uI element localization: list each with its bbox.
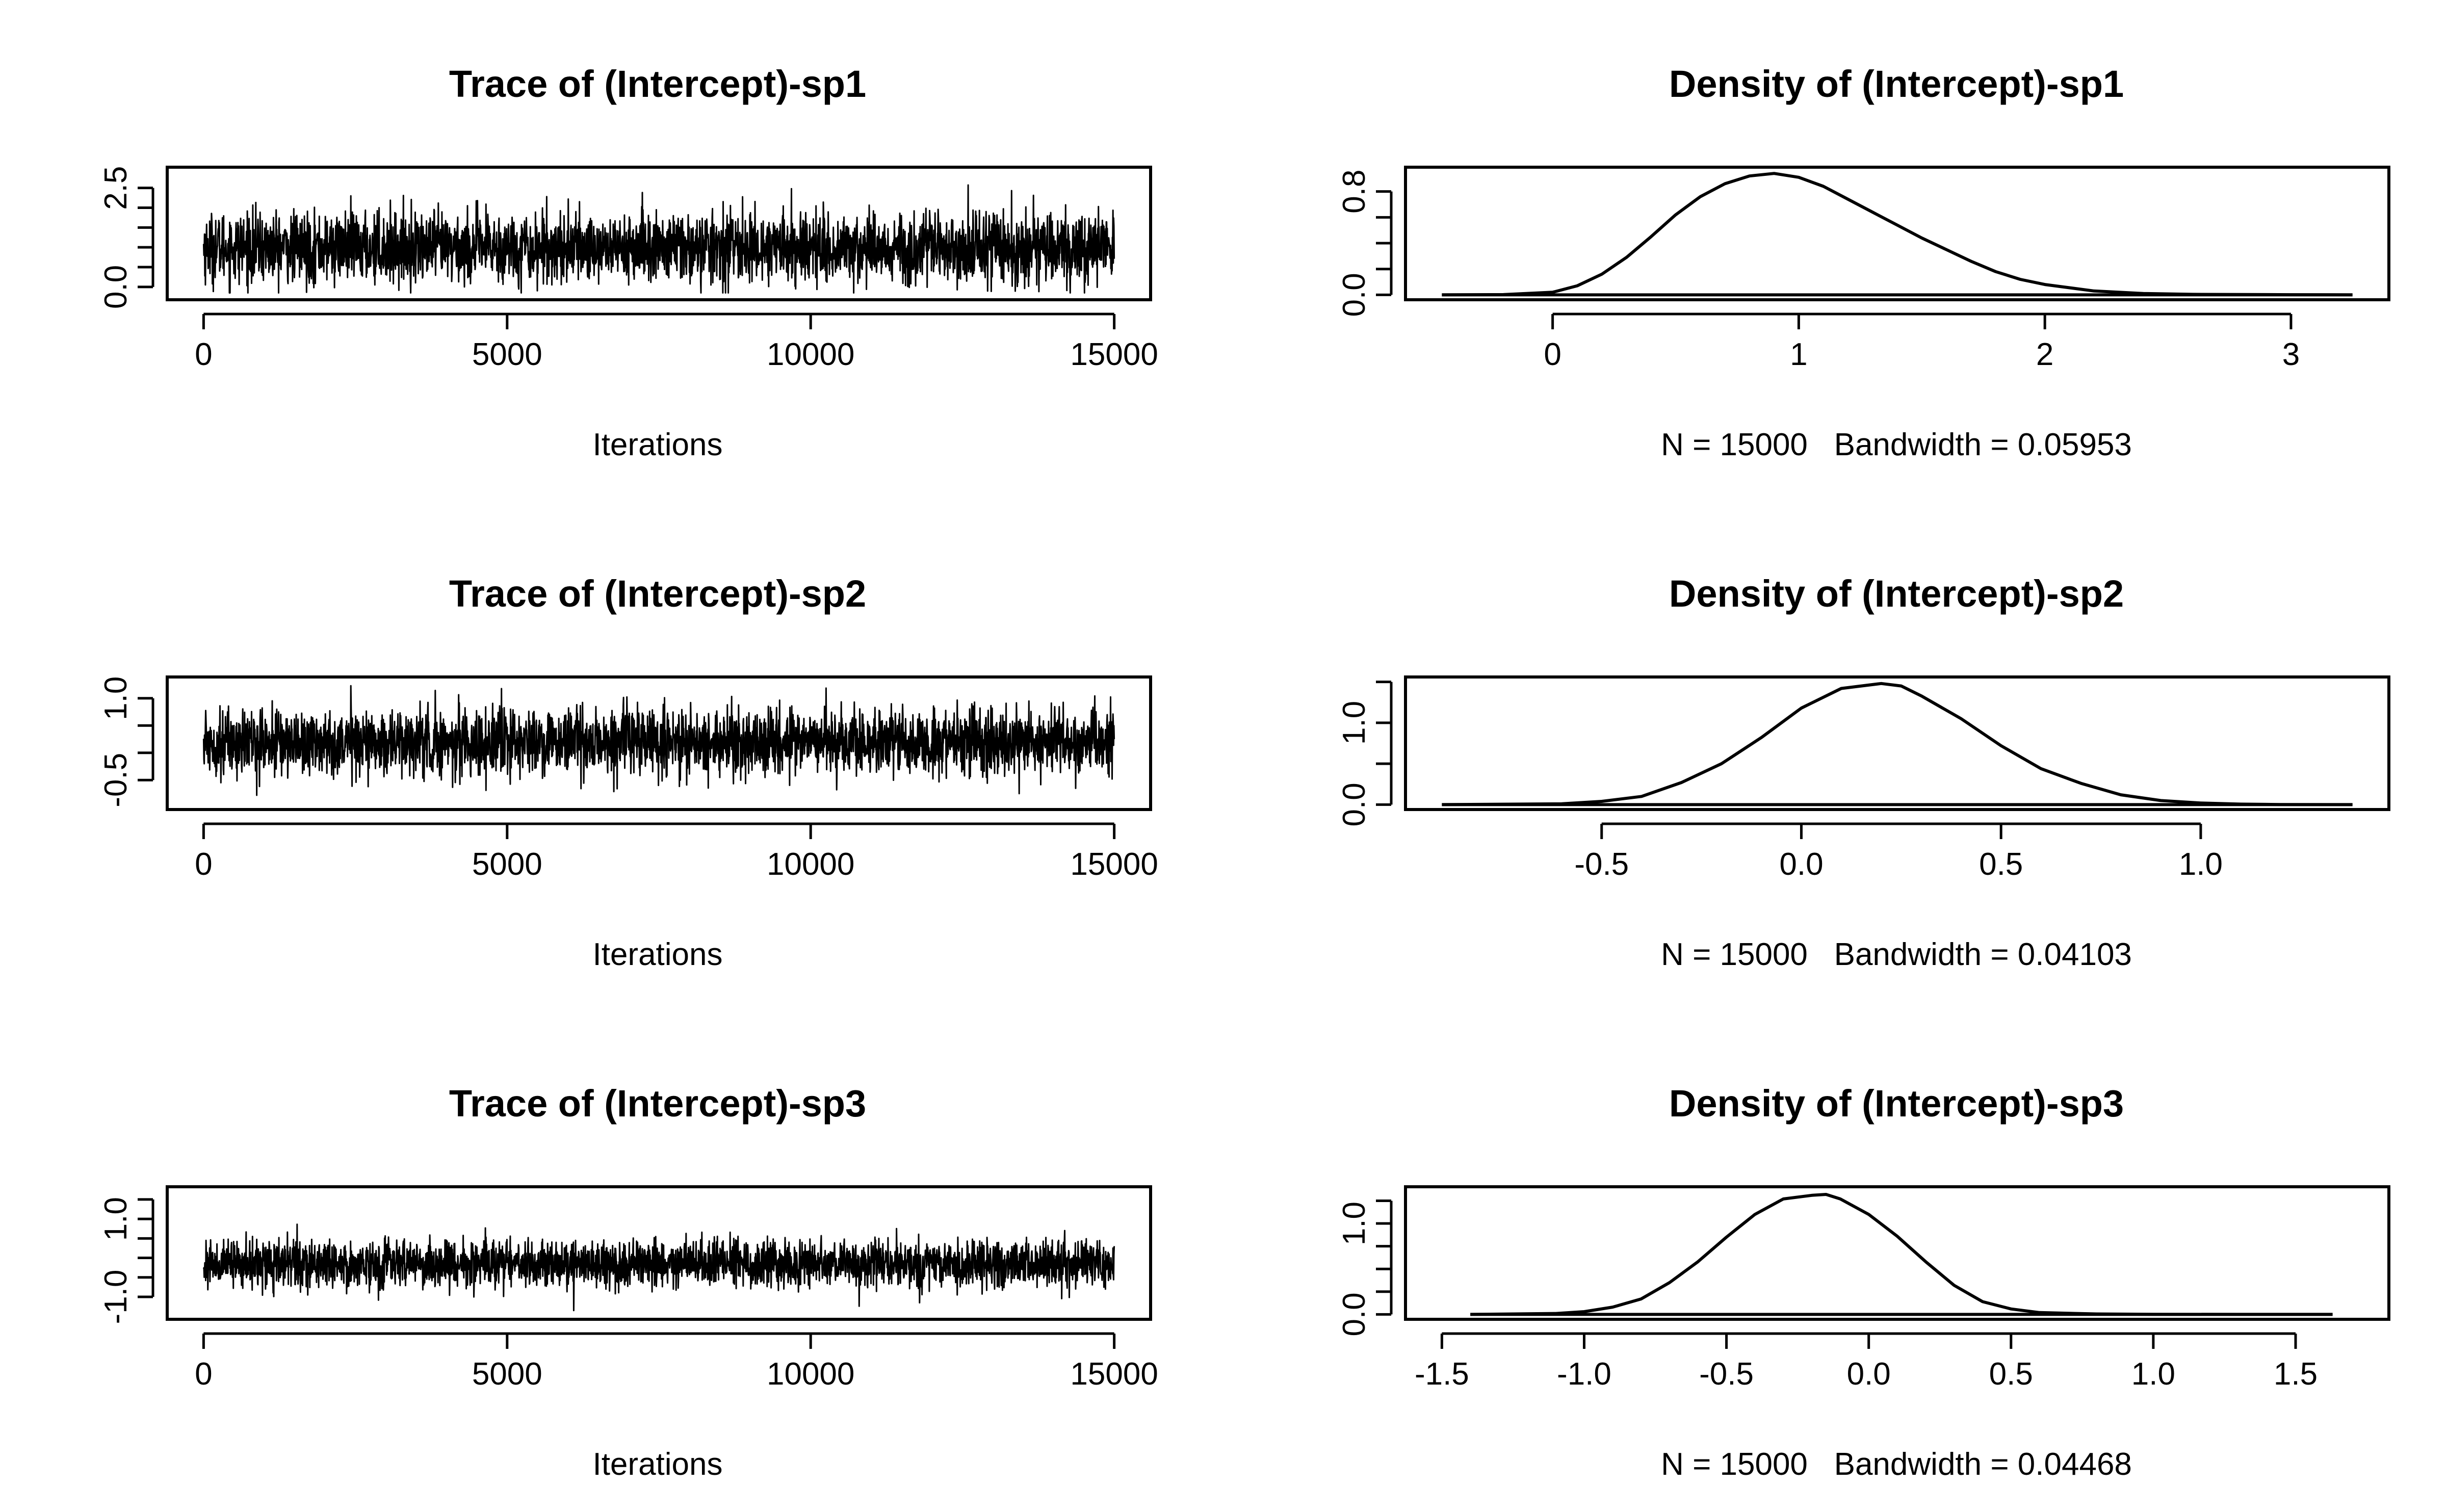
x-tick-label: 1.5 bbox=[2274, 1357, 2318, 1392]
trace-series bbox=[202, 685, 1115, 796]
x-tick-label: 0 bbox=[195, 337, 212, 372]
y-tick-label: 1.0 bbox=[1337, 701, 1372, 745]
plot-frame bbox=[166, 1185, 1152, 1321]
trace-series bbox=[202, 184, 1115, 294]
density-series bbox=[1470, 1193, 2333, 1316]
panel-title: Trace of (Intercept)-sp3 bbox=[449, 1082, 866, 1125]
density-curve bbox=[1470, 1193, 2333, 1316]
plot-frame bbox=[1404, 1185, 2390, 1321]
x-tick-label: 5000 bbox=[472, 1357, 542, 1392]
x-tick-label: 2 bbox=[2036, 337, 2053, 372]
x-axis-label: N = 15000 Bandwidth = 0.04468 bbox=[1661, 1447, 2132, 1482]
axis-ticks: 0 1 2 3 0.0 0.8 bbox=[1337, 170, 2300, 372]
y-tick-label: 0.8 bbox=[1337, 170, 1372, 214]
trace-panel-sp2: Trace of (Intercept)-sp2 0 5000 10000 15000… bbox=[98, 572, 1158, 972]
x-tick-label: -0.5 bbox=[1699, 1357, 1754, 1392]
x-tick-label: 1.0 bbox=[2179, 847, 2223, 882]
y-tick-label: 1.0 bbox=[98, 1197, 134, 1241]
x-axis-label: Iterations bbox=[592, 937, 722, 972]
x-tick-label: 3 bbox=[2282, 337, 2300, 372]
panel-title: Density of (Intercept)-sp1 bbox=[1669, 63, 2124, 105]
x-axis-label: N = 15000 Bandwidth = 0.05953 bbox=[1661, 427, 2132, 462]
x-tick-label: 0.0 bbox=[1779, 847, 1823, 882]
x-tick-label: 15000 bbox=[1070, 337, 1158, 372]
panel-title: Trace of (Intercept)-sp2 bbox=[449, 572, 866, 615]
x-axis-label: Iterations bbox=[592, 1447, 722, 1482]
density-panel-sp2: Density of (Intercept)-sp2 -0.5 0.0 0.5 1.0… bbox=[1337, 572, 2390, 972]
plot-frame bbox=[166, 166, 1152, 301]
y-tick-label: 1.0 bbox=[1337, 1202, 1372, 1245]
density-panel-sp1: Density of (Intercept)-sp1 0 1 2 3 0.0 0.8 N … bbox=[1337, 63, 2390, 462]
x-tick-label: 0.5 bbox=[1989, 1357, 2033, 1392]
panel-title: Trace of (Intercept)-sp1 bbox=[449, 63, 866, 105]
x-tick-label: -0.5 bbox=[1574, 847, 1629, 882]
x-tick-label: 1 bbox=[1790, 337, 1807, 372]
x-tick-label: 0.0 bbox=[1847, 1357, 1891, 1392]
axis-ticks: -0.5 0.0 0.5 1.0 0.0 1.0 bbox=[1337, 681, 2223, 882]
density-series bbox=[1442, 682, 2353, 806]
y-tick-label: 0.0 bbox=[1337, 273, 1372, 317]
y-tick-label: -0.5 bbox=[98, 753, 134, 807]
x-tick-label: 15000 bbox=[1070, 847, 1158, 882]
axis-ticks: 0 5000 10000 15000 -0.5 1.0 bbox=[98, 676, 1158, 882]
x-tick-label: 0 bbox=[195, 847, 212, 882]
x-axis-label: Iterations bbox=[592, 427, 722, 462]
density-series bbox=[1442, 172, 2353, 297]
x-tick-label: -1.5 bbox=[1415, 1357, 1469, 1392]
density-panel-sp3: Density of (Intercept)-sp3 -1.5 -1.0 -0.5 0… bbox=[1337, 1082, 2390, 1482]
trace-panel-sp1: Trace of (Intercept)-sp1 0 5000 10000 15000… bbox=[98, 63, 1158, 462]
axis-ticks: -1.5 -1.0 -0.5 0.0 0.5 1.0 1.5 0.0 1.0 bbox=[1337, 1199, 2318, 1392]
axis-ticks: 0 5000 10000 15000 0.0 2.5 bbox=[98, 166, 1158, 372]
x-tick-label: 1.0 bbox=[2131, 1357, 2175, 1392]
panel-title: Density of (Intercept)-sp3 bbox=[1669, 1082, 2124, 1125]
y-tick-label: -1.0 bbox=[98, 1270, 134, 1324]
x-tick-label: 10000 bbox=[767, 847, 854, 882]
x-tick-label: 0 bbox=[1544, 337, 1561, 372]
y-tick-label: 0.0 bbox=[1337, 1292, 1372, 1336]
trace-panel-sp3: Trace of (Intercept)-sp3 0 5000 10000 15000… bbox=[98, 1082, 1158, 1482]
panel-title: Density of (Intercept)-sp2 bbox=[1669, 572, 2124, 615]
plot-frame bbox=[1404, 166, 2390, 301]
trace-line bbox=[202, 685, 1115, 796]
plot-frame bbox=[1404, 675, 2390, 811]
x-tick-label: 0 bbox=[195, 1357, 212, 1392]
x-tick-label: 5000 bbox=[472, 337, 542, 372]
y-tick-label: 0.0 bbox=[98, 265, 134, 309]
x-tick-label: 10000 bbox=[767, 337, 854, 372]
plot-frame bbox=[166, 675, 1152, 811]
x-axis-label: N = 15000 Bandwidth = 0.04103 bbox=[1661, 937, 2132, 972]
trace-series bbox=[202, 1223, 1115, 1312]
axis-ticks: 0 5000 10000 15000 -1.0 1.0 bbox=[98, 1197, 1158, 1392]
trace-line bbox=[202, 184, 1115, 294]
density-curve bbox=[1442, 172, 2353, 297]
y-tick-label: 2.5 bbox=[98, 166, 134, 210]
x-tick-label: 5000 bbox=[472, 847, 542, 882]
x-tick-label: 10000 bbox=[767, 1357, 854, 1392]
density-curve bbox=[1442, 682, 2353, 806]
x-tick-label: 15000 bbox=[1070, 1357, 1158, 1392]
y-tick-label: 1.0 bbox=[98, 676, 134, 720]
x-tick-label: -1.0 bbox=[1557, 1357, 1611, 1392]
x-tick-label: 0.5 bbox=[1979, 847, 2023, 882]
y-tick-label: 0.0 bbox=[1337, 783, 1372, 826]
trace-line bbox=[202, 1223, 1115, 1312]
